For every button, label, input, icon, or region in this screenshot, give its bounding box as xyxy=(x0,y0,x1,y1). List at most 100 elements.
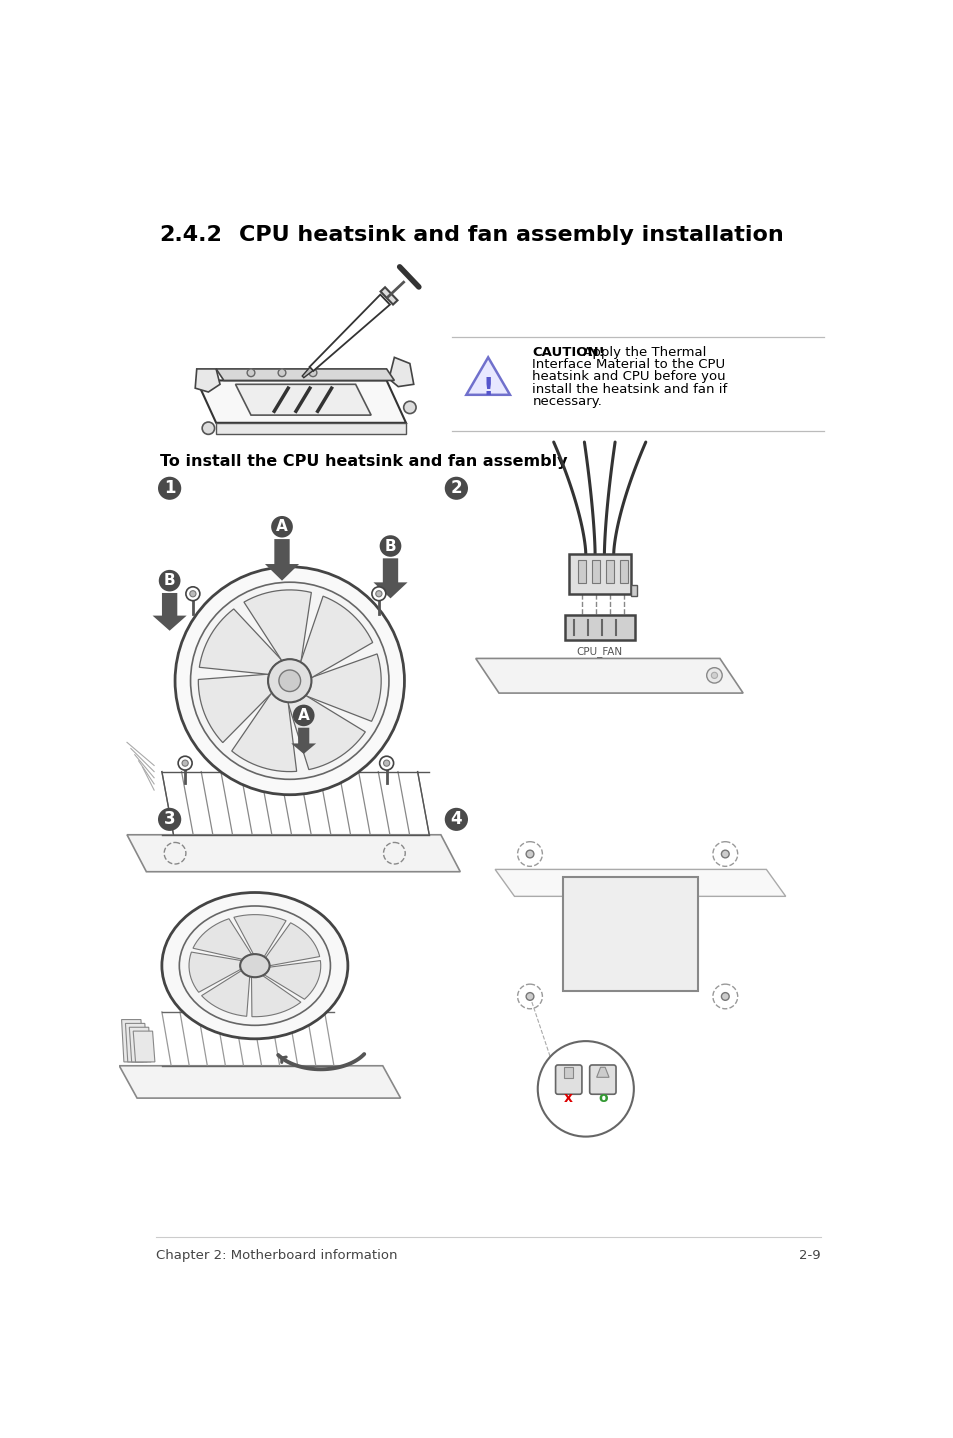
Circle shape xyxy=(278,670,300,692)
Polygon shape xyxy=(193,919,252,959)
Polygon shape xyxy=(196,381,406,423)
FancyBboxPatch shape xyxy=(562,877,698,991)
Polygon shape xyxy=(596,1067,608,1077)
FancyBboxPatch shape xyxy=(555,1066,581,1094)
Polygon shape xyxy=(291,728,315,754)
Circle shape xyxy=(268,659,311,702)
Text: 4: 4 xyxy=(450,811,461,828)
Ellipse shape xyxy=(240,953,270,978)
Circle shape xyxy=(537,1041,633,1136)
Polygon shape xyxy=(495,870,785,896)
Ellipse shape xyxy=(162,893,348,1038)
FancyBboxPatch shape xyxy=(568,554,630,594)
Circle shape xyxy=(158,569,180,591)
Text: 2.4.2: 2.4.2 xyxy=(159,224,222,244)
Circle shape xyxy=(383,761,390,766)
Polygon shape xyxy=(119,1066,400,1099)
Text: 1: 1 xyxy=(164,479,175,498)
FancyBboxPatch shape xyxy=(564,615,634,640)
Polygon shape xyxy=(263,961,320,999)
Circle shape xyxy=(372,587,385,601)
Circle shape xyxy=(309,370,316,377)
Circle shape xyxy=(375,591,381,597)
Polygon shape xyxy=(133,1031,154,1061)
Polygon shape xyxy=(630,584,637,597)
Polygon shape xyxy=(309,295,390,371)
Text: CAUTION!: CAUTION! xyxy=(532,345,604,360)
Polygon shape xyxy=(389,358,414,387)
Text: heatsink and CPU before you: heatsink and CPU before you xyxy=(532,371,725,384)
Circle shape xyxy=(720,992,728,1001)
Text: CPU_FAN: CPU_FAN xyxy=(576,646,622,657)
Text: o: o xyxy=(598,1091,607,1104)
Circle shape xyxy=(278,370,286,377)
Polygon shape xyxy=(619,559,627,582)
Polygon shape xyxy=(578,559,585,582)
Polygon shape xyxy=(592,559,599,582)
Text: B: B xyxy=(384,538,395,554)
Polygon shape xyxy=(195,370,220,393)
Polygon shape xyxy=(380,288,397,305)
Circle shape xyxy=(444,808,468,831)
Text: x: x xyxy=(563,1091,573,1104)
Text: necessary.: necessary. xyxy=(532,395,601,408)
Polygon shape xyxy=(265,923,319,966)
Polygon shape xyxy=(127,835,459,871)
Circle shape xyxy=(178,756,192,771)
Circle shape xyxy=(720,850,728,858)
Text: B: B xyxy=(164,574,175,588)
Polygon shape xyxy=(235,384,371,416)
FancyBboxPatch shape xyxy=(563,1067,573,1078)
Text: install the heatsink and fan if: install the heatsink and fan if xyxy=(532,383,727,395)
Polygon shape xyxy=(198,674,272,742)
Circle shape xyxy=(525,850,534,858)
Circle shape xyxy=(711,673,717,679)
Text: 2: 2 xyxy=(450,479,461,498)
Polygon shape xyxy=(233,915,286,958)
Polygon shape xyxy=(373,558,407,598)
Polygon shape xyxy=(199,608,282,674)
Circle shape xyxy=(247,370,254,377)
Text: CPU heatsink and fan assembly installation: CPU heatsink and fan assembly installati… xyxy=(239,224,783,244)
Text: Chapter 2: Motherboard information: Chapter 2: Motherboard information xyxy=(155,1250,396,1263)
FancyBboxPatch shape xyxy=(589,1066,616,1094)
Polygon shape xyxy=(152,592,187,631)
Polygon shape xyxy=(121,1020,143,1061)
Polygon shape xyxy=(189,952,242,992)
Polygon shape xyxy=(288,696,365,769)
Circle shape xyxy=(379,535,401,557)
Polygon shape xyxy=(216,423,406,434)
Text: 2-9: 2-9 xyxy=(799,1250,820,1263)
Circle shape xyxy=(379,756,394,771)
Circle shape xyxy=(190,591,195,597)
Ellipse shape xyxy=(179,906,330,1025)
Circle shape xyxy=(706,667,721,683)
Text: 3: 3 xyxy=(164,811,175,828)
Polygon shape xyxy=(201,971,250,1017)
Circle shape xyxy=(186,587,199,601)
Circle shape xyxy=(403,401,416,414)
Text: Interface Material to the CPU: Interface Material to the CPU xyxy=(532,358,724,371)
Circle shape xyxy=(271,516,293,538)
Text: Apply the Thermal: Apply the Thermal xyxy=(578,345,705,360)
Polygon shape xyxy=(302,367,313,378)
Text: !: ! xyxy=(482,377,494,400)
Polygon shape xyxy=(300,597,373,677)
Text: A: A xyxy=(275,519,288,535)
Polygon shape xyxy=(476,659,742,693)
Circle shape xyxy=(202,421,214,434)
Text: To install the CPU heatsink and fan assembly: To install the CPU heatsink and fan asse… xyxy=(159,453,566,469)
Polygon shape xyxy=(232,693,296,772)
Circle shape xyxy=(525,992,534,1001)
Polygon shape xyxy=(244,590,311,663)
Polygon shape xyxy=(252,975,300,1017)
Polygon shape xyxy=(216,370,394,381)
Circle shape xyxy=(158,477,181,500)
Circle shape xyxy=(444,477,468,500)
Circle shape xyxy=(182,761,188,766)
Circle shape xyxy=(191,582,389,779)
Circle shape xyxy=(158,808,181,831)
Polygon shape xyxy=(125,1024,147,1061)
Polygon shape xyxy=(130,1027,151,1061)
Circle shape xyxy=(174,567,404,795)
